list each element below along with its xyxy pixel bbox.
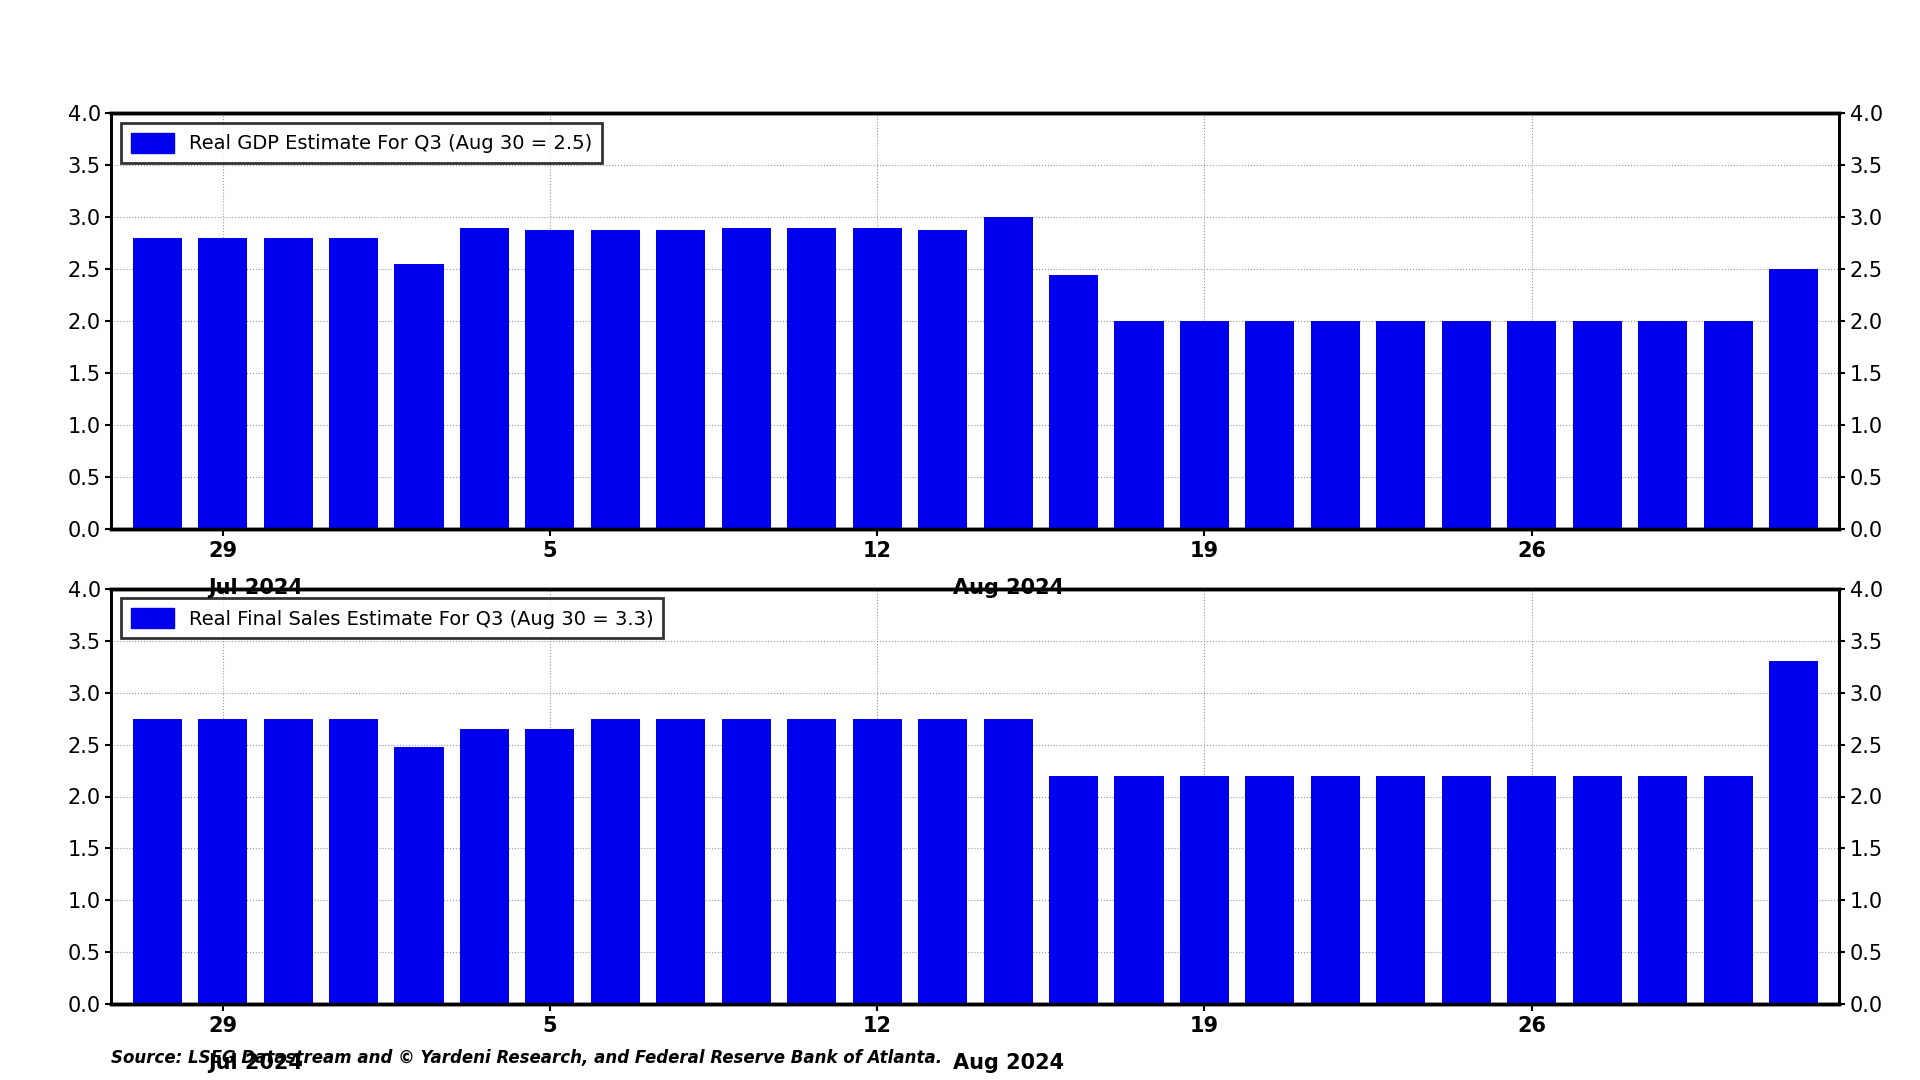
- Bar: [918, 230, 968, 529]
- Bar: [1114, 321, 1164, 529]
- Bar: [983, 718, 1033, 1004]
- Bar: [787, 228, 837, 529]
- Bar: [918, 718, 968, 1004]
- Bar: [1377, 775, 1425, 1004]
- Text: Aug 2024: Aug 2024: [952, 1053, 1064, 1074]
- Bar: [852, 228, 902, 529]
- Bar: [328, 239, 378, 529]
- Bar: [1181, 775, 1229, 1004]
- Bar: [1048, 775, 1098, 1004]
- Bar: [461, 729, 509, 1004]
- Bar: [461, 228, 509, 529]
- Bar: [722, 228, 770, 529]
- Text: Jul 2024: Jul 2024: [207, 578, 303, 598]
- Bar: [1246, 321, 1294, 529]
- Text: Jul 2024: Jul 2024: [207, 1053, 303, 1074]
- Bar: [263, 718, 313, 1004]
- Text: (quarterly percent change, saar): (quarterly percent change, saar): [344, 62, 728, 85]
- Bar: [1377, 321, 1425, 529]
- Text: Aug 2024: Aug 2024: [952, 578, 1064, 598]
- Bar: [198, 239, 248, 529]
- Legend: Real Final Sales Estimate For Q3 (Aug 30 = 3.3): Real Final Sales Estimate For Q3 (Aug 30…: [121, 598, 664, 638]
- Bar: [657, 230, 705, 529]
- Bar: [1768, 661, 1818, 1004]
- Bar: [591, 718, 639, 1004]
- Bar: [198, 718, 248, 1004]
- Bar: [1507, 775, 1557, 1004]
- Text: ATLANTA FED GDPNOW ESTIMATE FOR Q3-2024: ATLANTA FED GDPNOW ESTIMATE FOR Q3-2024: [148, 10, 924, 38]
- Bar: [1703, 775, 1753, 1004]
- Bar: [1768, 269, 1818, 529]
- Bar: [526, 729, 574, 1004]
- Bar: [787, 718, 837, 1004]
- Bar: [1572, 321, 1622, 529]
- Bar: [1703, 321, 1753, 529]
- Bar: [852, 718, 902, 1004]
- Legend: Real GDP Estimate For Q3 (Aug 30 = 2.5): Real GDP Estimate For Q3 (Aug 30 = 2.5): [121, 123, 603, 163]
- Bar: [1246, 775, 1294, 1004]
- Bar: [328, 718, 378, 1004]
- Bar: [657, 718, 705, 1004]
- Bar: [722, 718, 770, 1004]
- Bar: [591, 230, 639, 529]
- Bar: [263, 239, 313, 529]
- Text: Source: LSEG Datastream and © Yardeni Research, and Federal Reserve Bank of Atla: Source: LSEG Datastream and © Yardeni Re…: [111, 1049, 943, 1067]
- Bar: [394, 265, 444, 529]
- Bar: [394, 746, 444, 1004]
- Bar: [983, 217, 1033, 529]
- Bar: [1572, 775, 1622, 1004]
- Bar: [132, 718, 182, 1004]
- Bar: [1048, 274, 1098, 529]
- Bar: [1442, 321, 1490, 529]
- Bar: [1311, 775, 1359, 1004]
- Bar: [1442, 775, 1490, 1004]
- Bar: [1181, 321, 1229, 529]
- Bar: [526, 230, 574, 529]
- Bar: [1507, 321, 1557, 529]
- Bar: [1638, 775, 1688, 1004]
- Bar: [132, 239, 182, 529]
- Bar: [1638, 321, 1688, 529]
- Bar: [1114, 775, 1164, 1004]
- Bar: [1311, 321, 1359, 529]
